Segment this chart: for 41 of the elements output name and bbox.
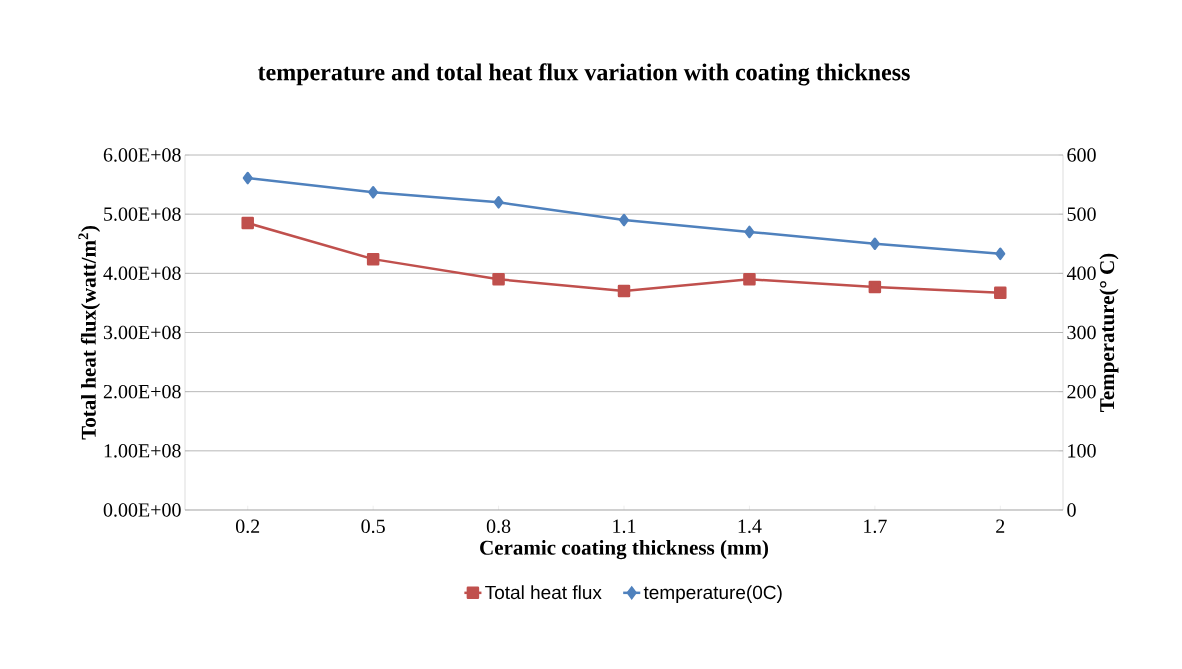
x-tick-label: 1.4 [738,519,762,534]
point [617,284,631,298]
y2-tick-label: 0 [1067,503,1076,517]
point [744,225,755,239]
point [242,171,253,185]
x-tick-label: 0.8 [486,519,511,534]
point [743,273,756,286]
y-tick-label: 6.00E+08 [103,148,181,162]
y2-tick-label: 100 [1068,444,1096,458]
x-tick-label: 1.7 [864,519,887,534]
legend-label: Total heat flux [485,585,602,600]
y2-tick-label: 400 [1066,266,1096,281]
y-tick-label: 3.00E+08 [103,325,181,340]
point [493,196,504,209]
point [619,213,629,227]
y-tick-label: 2.00E+08 [103,384,181,399]
x-tick-label: 2 [996,519,1005,533]
x-tick-label: 1.1 [613,519,636,534]
point [492,273,505,286]
y-axis-title: Total heat flux(watt/m$^{2}$) [78,226,101,440]
y2-tick-label: 500 [1067,207,1096,221]
x-tick-label: 0.2 [235,519,260,534]
x-axis-title: Ceramic coating thickness (mm) [480,539,769,560]
legend-label: temperature(0C) [643,585,782,603]
point [995,247,1006,261]
point [366,252,380,266]
x-tick-label: 0.5 [361,519,385,534]
y-tick-label: 0.00E+00 [103,503,181,517]
y-tick-label: 4.00E+08 [103,266,181,281]
point [868,280,882,294]
point [241,216,254,230]
point [368,186,379,199]
point [869,237,880,250]
y-tick-label: 1.00E+08 [104,444,181,458]
chart-title: temperature and total heat flux variation with coating thickness [257,63,910,86]
y-tick-label: 5.00E+08 [104,207,181,221]
y2-tick-label: 300 [1067,325,1096,340]
y2-tick-label: 600 [1067,148,1096,162]
y2-axis-title: Temperature(° C) [1099,253,1119,412]
y2-tick-label: 200 [1067,384,1096,399]
point [994,286,1007,300]
